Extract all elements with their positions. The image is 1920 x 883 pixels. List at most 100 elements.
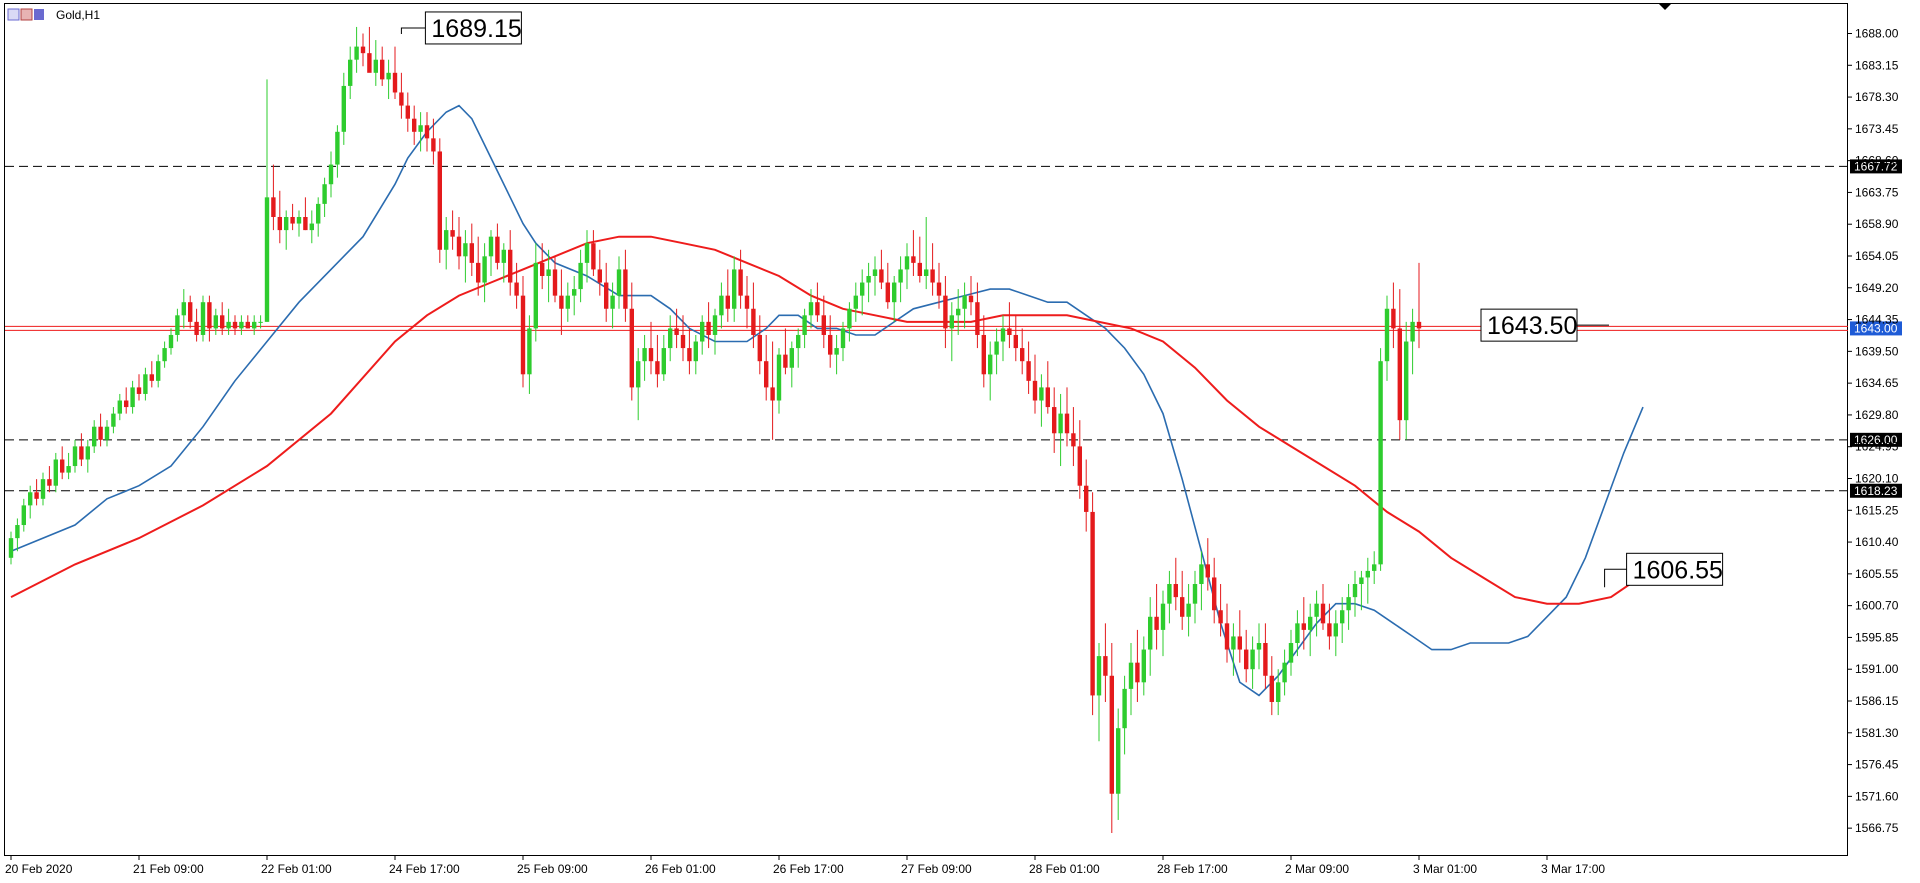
candle-body bbox=[1084, 485, 1089, 512]
candle-body bbox=[213, 315, 218, 329]
level-tag-label: 1626.00 bbox=[1854, 433, 1898, 447]
candle bbox=[892, 275, 897, 322]
candle bbox=[1416, 262, 1422, 349]
candle-body bbox=[431, 138, 436, 152]
candle bbox=[546, 249, 551, 303]
candle-body bbox=[533, 262, 538, 329]
candle-body bbox=[476, 262, 481, 283]
x-tick-label: 25 Feb 09:00 bbox=[517, 862, 588, 876]
candle bbox=[1000, 315, 1006, 362]
candle bbox=[956, 289, 961, 335]
candle bbox=[898, 256, 903, 303]
current-price-tag bbox=[1850, 321, 1902, 336]
candle-body bbox=[149, 374, 154, 381]
candle-body bbox=[744, 295, 750, 309]
candle bbox=[572, 275, 577, 316]
candle bbox=[72, 439, 78, 473]
candle bbox=[194, 308, 199, 342]
candle bbox=[1244, 629, 1249, 683]
candle bbox=[130, 380, 135, 414]
candle bbox=[604, 262, 609, 322]
candle bbox=[936, 262, 942, 309]
candle bbox=[284, 210, 289, 250]
candle bbox=[840, 321, 846, 362]
candle bbox=[911, 230, 916, 276]
candle bbox=[1205, 538, 1210, 591]
y-tick-label: 1591.00 bbox=[1855, 662, 1899, 676]
candle-body bbox=[335, 131, 340, 165]
candle-body bbox=[437, 151, 442, 250]
candle-body bbox=[8, 538, 14, 558]
y-tick-label: 1658.90 bbox=[1855, 217, 1899, 231]
candle-body bbox=[508, 249, 513, 283]
y-tick-label: 1683.15 bbox=[1855, 58, 1899, 72]
candle-body bbox=[783, 354, 788, 368]
candle-body bbox=[847, 308, 852, 329]
candle bbox=[1308, 603, 1313, 657]
x-tick-label: 2 Mar 09:00 bbox=[1285, 862, 1349, 876]
y-tick-label: 1566.75 bbox=[1855, 821, 1899, 835]
callout-leader bbox=[1604, 568, 1627, 588]
candle bbox=[623, 249, 628, 322]
candle-body bbox=[1064, 413, 1070, 434]
candle-body bbox=[1180, 597, 1185, 617]
y-tick-label: 1581.30 bbox=[1855, 726, 1899, 740]
candle bbox=[1256, 623, 1262, 670]
candle bbox=[1250, 636, 1255, 689]
candle-body bbox=[412, 118, 417, 132]
candle bbox=[1231, 623, 1236, 676]
candle-body bbox=[789, 348, 794, 368]
candle-body bbox=[693, 341, 698, 362]
price-callout: 1689.15 bbox=[400, 11, 522, 45]
candle bbox=[1032, 354, 1038, 414]
chart-window-icon[interactable] bbox=[7, 8, 20, 21]
candle bbox=[924, 217, 929, 290]
candle bbox=[1160, 590, 1166, 657]
candle-body bbox=[290, 217, 295, 224]
candle-body bbox=[405, 105, 410, 119]
symbol-icon bbox=[34, 9, 44, 20]
candle bbox=[1192, 570, 1198, 624]
candle bbox=[776, 348, 782, 414]
candle bbox=[117, 393, 122, 421]
candle-body bbox=[226, 321, 231, 329]
candle bbox=[680, 315, 686, 362]
candle bbox=[1237, 610, 1242, 663]
candle-body bbox=[188, 302, 193, 322]
chart-menu-icon[interactable] bbox=[20, 8, 33, 21]
candle bbox=[648, 321, 654, 375]
candle-body bbox=[1340, 610, 1345, 624]
candle-body bbox=[1096, 656, 1102, 696]
candle-body bbox=[47, 479, 52, 486]
candle-body bbox=[904, 256, 910, 270]
candle bbox=[1039, 374, 1044, 427]
candle-body bbox=[1026, 361, 1031, 381]
candle-body bbox=[354, 46, 359, 60]
candle bbox=[725, 269, 730, 322]
candle-body bbox=[629, 308, 634, 388]
chart-shift-marker-icon[interactable] bbox=[1659, 4, 1671, 10]
candle-body bbox=[303, 217, 308, 231]
candle-body bbox=[450, 230, 455, 237]
candle bbox=[1314, 590, 1319, 637]
candle bbox=[482, 243, 487, 303]
candle-body bbox=[917, 262, 922, 276]
candle-body bbox=[175, 315, 180, 335]
candle-body bbox=[92, 426, 97, 447]
candle-body bbox=[853, 295, 858, 309]
candle bbox=[168, 328, 174, 355]
candle-body bbox=[572, 289, 577, 296]
candle-body bbox=[322, 184, 327, 204]
candle-body bbox=[1212, 577, 1217, 611]
candle-body bbox=[1205, 564, 1210, 578]
candle bbox=[744, 275, 750, 329]
candle bbox=[1352, 570, 1358, 617]
x-tick-label: 22 Feb 01:00 bbox=[261, 862, 332, 876]
candle bbox=[181, 289, 186, 329]
candle-body bbox=[156, 361, 161, 381]
candle bbox=[578, 249, 583, 303]
level-tag bbox=[1850, 159, 1902, 174]
candle bbox=[1058, 393, 1063, 467]
candle bbox=[1180, 570, 1185, 630]
